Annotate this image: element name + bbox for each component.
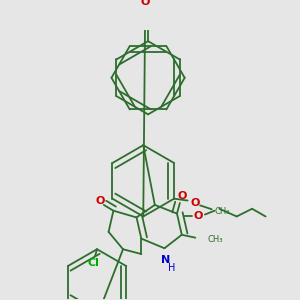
Text: O: O <box>190 199 200 208</box>
Text: CH₃: CH₃ <box>214 207 230 216</box>
Text: Cl: Cl <box>87 258 99 268</box>
Text: O: O <box>177 191 187 201</box>
Text: N: N <box>161 255 170 265</box>
Text: O: O <box>95 196 105 206</box>
Text: O: O <box>194 212 203 221</box>
Text: O: O <box>140 0 150 7</box>
Text: H: H <box>169 262 176 272</box>
Text: CH₃: CH₃ <box>208 235 223 244</box>
